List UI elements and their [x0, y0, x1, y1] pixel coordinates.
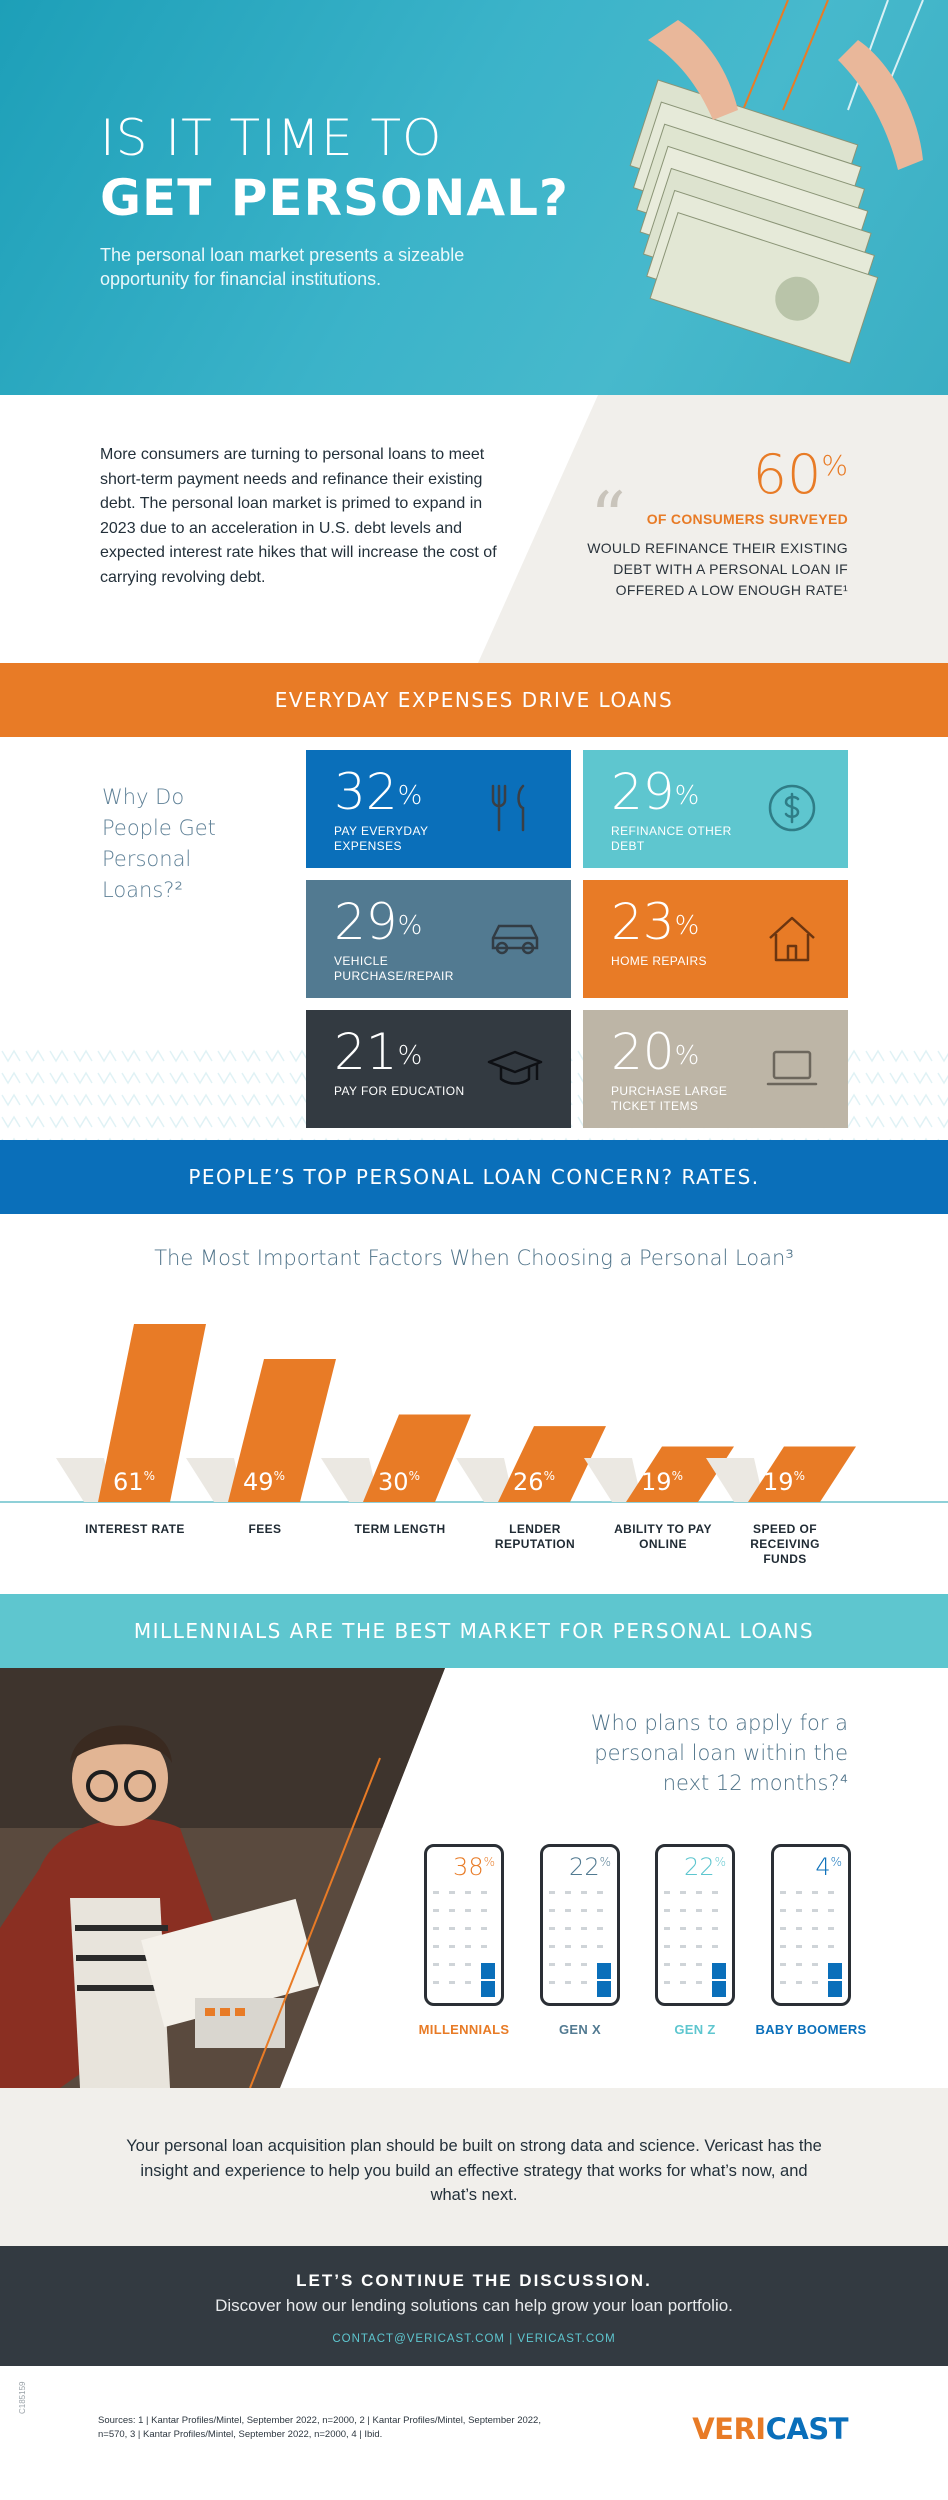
vericast-logo: VERICAST: [692, 2412, 848, 2446]
reason-value: 23%: [611, 893, 700, 951]
bar-shadow: [456, 1458, 514, 1502]
reason-value: 29%: [611, 763, 700, 821]
utensils-icon: [491, 784, 525, 832]
generation-value: 22%: [569, 1853, 611, 1881]
reason-label: PAY FOR EDUCATION: [334, 1084, 465, 1098]
dollar-coin-icon: [768, 784, 816, 832]
generation-label: BABY BOOMERS: [755, 2022, 867, 2037]
stat-value: 60%: [752, 443, 848, 506]
hero-section: IS IT TIME TO GET PERSONAL? The personal…: [0, 0, 948, 395]
millennials-section: Who plans to apply for a personal loan w…: [0, 1668, 948, 2088]
calculator-phone: 22%: [540, 1844, 620, 2006]
reason-tile: 32% PAY EVERYDAY EXPENSES: [306, 750, 571, 868]
bar-shadow: [706, 1458, 764, 1502]
footer: C185159 Sources: 1 | Kantar Profiles/Min…: [0, 2366, 948, 2500]
reason-tile: 29% VEHICLE PURCHASE/REPAIR: [306, 880, 571, 998]
reason-tile: 23% HOME REPAIRS: [583, 880, 848, 998]
generation-label: MILLENNIALS: [418, 2022, 510, 2037]
car-icon: [491, 924, 539, 955]
hero-title-line1: IS IT TIME TO: [100, 109, 443, 167]
generation-value: 4%: [815, 1853, 842, 1881]
closing-section: Your personal loan acquisition plan shou…: [0, 2088, 948, 2246]
generation-label: GEN Z: [674, 2022, 716, 2037]
hands-holding-money-image: [629, 0, 924, 364]
reasons-section: Why Do People Get Personal Loans?² 32% PA…: [0, 737, 948, 1140]
cta-title: LET’S CONTINUE THE DISCUSSION.: [296, 2271, 652, 2290]
millennials-question: Who plans to apply for a personal loan w…: [590, 1711, 848, 1795]
generation-label: GEN X: [559, 2022, 601, 2037]
calculator-keypad-icon: [780, 1891, 842, 1997]
chart-category-label: ABILITY TO PAY ONLINE: [614, 1522, 712, 1551]
hero-title: IS IT TIME TO GET PERSONAL?: [100, 108, 569, 228]
reason-tile: 29% REFINANCE OTHER DEBT: [583, 750, 848, 868]
calculator-phone: 22%: [655, 1844, 735, 2006]
generation-value: 38%: [453, 1853, 495, 1881]
banner-rates: PEOPLE’S TOP PERSONAL LOAN CONCERN? RATE…: [0, 1140, 948, 1214]
stat-description: WOULD REFINANCE THEIR EXISTING DEBT WITH…: [587, 540, 848, 598]
calculator-keypad-icon: [433, 1891, 495, 1997]
calculator-phone: 4%: [771, 1844, 851, 2006]
man-with-calculator-photo: [0, 1668, 445, 2088]
chart-category-label: INTEREST RATE: [85, 1522, 185, 1536]
reason-tile: 21% PAY FOR EDUCATION: [306, 1010, 571, 1128]
calculator-phone: 38%: [424, 1844, 504, 2006]
stat-label: OF CONSUMERS SURVEYED: [646, 511, 848, 527]
reason-label: HOME REPAIRS: [611, 954, 707, 968]
bar-shadow: [186, 1458, 244, 1502]
generation-value: 22%: [684, 1853, 726, 1881]
hero-subtitle: The personal loan market presents a size…: [100, 245, 465, 289]
house-icon: [769, 916, 815, 962]
chart-bar: [363, 1414, 471, 1502]
cta-contact-link[interactable]: CONTACT@VERICAST.COM | VERICAST.COM: [332, 2333, 616, 2345]
stat-panel-background: [478, 395, 948, 663]
banner-millennials: MILLENNIALS ARE THE BEST MARKET FOR PERS…: [0, 1594, 948, 1668]
chart-bar: [498, 1426, 606, 1502]
bar-shadow: [56, 1458, 114, 1502]
closing-paragraph: Your personal loan acquisition plan shou…: [126, 2137, 822, 2204]
calculator-keypad-icon: [664, 1891, 726, 1997]
intro-paragraph: More consumers are turning to personal l…: [100, 446, 497, 586]
hero-title-line2: GET PERSONAL?: [100, 169, 569, 227]
chart-title: The Most Important Factors When Choosing…: [154, 1246, 794, 1270]
chart-category-label: SPEED OF RECEIVING FUNDS: [750, 1522, 820, 1566]
reasons-heading: Why Do People Get Personal Loans?²: [102, 785, 216, 902]
chart-category-label: LENDER REPUTATION: [494, 1522, 576, 1551]
bar-shadow: [584, 1458, 642, 1502]
banner-everyday-expenses: EVERYDAY EXPENSES DRIVE LOANS: [0, 663, 948, 737]
cta-section: LET’S CONTINUE THE DISCUSSION. Discover …: [0, 2246, 948, 2366]
cta-subtitle: Discover how our lending solutions can h…: [215, 2296, 733, 2315]
intro-section: More consumers are turning to personal l…: [0, 395, 948, 663]
chart-category-label: FEES: [248, 1522, 282, 1536]
reason-label: PURCHASE LARGE TICKET ITEMS: [611, 1084, 728, 1113]
chart-bar: [98, 1324, 206, 1502]
reason-value: 29%: [334, 893, 423, 951]
factors-bar-chart: 61% 49% 30% 26% 19% 19%: [0, 1324, 948, 1503]
bar-shadow: [321, 1458, 379, 1502]
calculator-keypad-icon: [549, 1891, 611, 1997]
reason-value: 32%: [334, 763, 423, 821]
graduation-cap-icon: [487, 1050, 543, 1085]
reason-label: VEHICLE PURCHASE/REPAIR: [334, 954, 454, 983]
quote-mark-icon: “: [590, 477, 626, 559]
reason-tile: 20% PURCHASE LARGE TICKET ITEMS: [583, 1010, 848, 1128]
document-code: C185159: [18, 2381, 27, 2414]
chart-category-label: TERM LENGTH: [354, 1522, 446, 1536]
reason-label: REFINANCE OTHER DEBT: [611, 824, 732, 853]
reason-value: 21%: [334, 1023, 423, 1081]
reason-value: 20%: [611, 1023, 700, 1081]
factors-chart-section: The Most Important Factors When Choosing…: [0, 1214, 948, 1594]
sources-text: Sources: 1 | Kantar Profiles/Mintel, Sep…: [98, 2415, 541, 2440]
laptop-icon: [766, 1050, 818, 1086]
reason-label: PAY EVERYDAY EXPENSES: [334, 824, 429, 853]
